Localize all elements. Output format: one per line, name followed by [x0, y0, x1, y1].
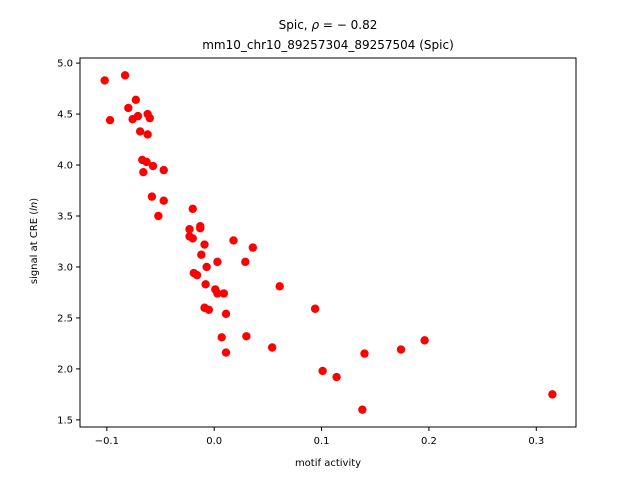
y-axis: 1.5 2.0 2.5 3.0 3.5 4.0 4.5 5.0 — [57, 59, 80, 426]
x-axis-label: motif activity — [295, 458, 361, 469]
y-axis-label: signal at CRE (ln) — [29, 198, 40, 284]
data-point — [360, 349, 369, 358]
data-point — [142, 157, 151, 167]
data-point — [204, 305, 214, 314]
data-point — [139, 167, 148, 177]
data-point — [105, 115, 115, 125]
data-point — [219, 289, 229, 298]
y-tick-label: 2.5 — [57, 313, 73, 324]
x-tick-label: 0.1 — [314, 436, 330, 447]
data-point — [188, 204, 197, 214]
data-point — [213, 289, 222, 298]
y-tick-label: 3.5 — [57, 211, 73, 222]
data-point — [248, 243, 258, 252]
data-point — [332, 372, 341, 382]
data-points — [100, 71, 557, 414]
y-tick-label: 1.5 — [57, 415, 73, 426]
x-tick-label: 0.0 — [206, 436, 222, 447]
data-point — [221, 309, 231, 319]
x-tick-label: 0.2 — [421, 436, 437, 447]
data-point — [241, 257, 250, 267]
data-point — [213, 257, 222, 267]
data-point — [242, 332, 251, 341]
y-tick-label: 4.0 — [57, 161, 73, 172]
y-tick-label: 5.0 — [57, 59, 73, 70]
data-point — [188, 234, 197, 243]
data-point — [318, 366, 327, 376]
x-tick-label: 0.3 — [528, 436, 544, 447]
data-point — [159, 165, 168, 175]
data-point — [143, 130, 152, 139]
data-point — [131, 95, 141, 104]
y-tick-label: 3.0 — [57, 262, 73, 273]
data-point — [420, 336, 429, 345]
plot-area — [79, 57, 577, 428]
data-point — [275, 282, 284, 291]
data-point — [100, 76, 109, 85]
data-point — [145, 113, 154, 123]
data-point — [196, 224, 205, 233]
data-point — [358, 405, 367, 414]
data-point — [154, 211, 163, 221]
data-point — [217, 333, 226, 342]
data-point — [185, 225, 194, 234]
data-point — [192, 270, 202, 280]
data-point — [310, 304, 320, 313]
data-point — [147, 192, 157, 201]
data-point — [201, 280, 210, 289]
data-point — [396, 345, 406, 354]
chart-subtitle: mm10_chr10_89257304_89257504 (Spic) — [202, 38, 454, 52]
data-point — [120, 71, 130, 80]
x-axis: −0.1 0.0 0.1 0.2 0.3 — [95, 427, 544, 447]
x-tick-label: −0.1 — [95, 436, 119, 447]
chart-title: Spic, ρ = − 0.82 — [279, 18, 378, 32]
data-point — [229, 236, 238, 245]
data-point — [202, 262, 211, 272]
y-tick-label: 4.5 — [57, 110, 73, 121]
data-point — [124, 103, 133, 113]
y-tick-label: 2.0 — [57, 364, 73, 375]
plot-frame — [79, 57, 577, 428]
data-point — [197, 250, 206, 259]
data-point — [159, 196, 168, 205]
data-point — [135, 127, 145, 136]
data-point — [548, 390, 557, 399]
data-point — [148, 161, 158, 171]
data-point — [267, 343, 277, 352]
data-point — [133, 111, 143, 121]
data-point — [221, 348, 231, 357]
data-point — [200, 240, 209, 249]
